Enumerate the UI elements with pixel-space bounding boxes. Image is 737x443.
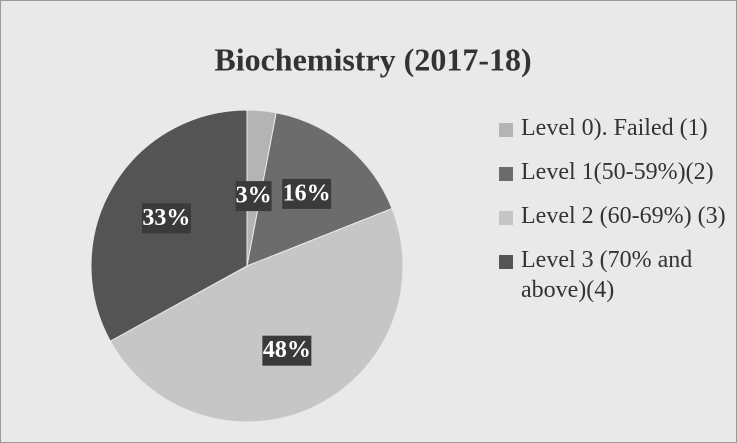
legend-swatch bbox=[499, 167, 513, 181]
legend-swatch bbox=[499, 123, 513, 137]
data-label: 33% bbox=[142, 205, 190, 231]
data-label-box bbox=[235, 181, 272, 212]
legend-label: Level 2 (60-69%) (3) bbox=[521, 203, 726, 229]
data-label: 48% bbox=[263, 337, 311, 363]
legend-swatch bbox=[499, 211, 513, 225]
legend-item: Level 0). Failed (1) bbox=[495, 113, 731, 143]
chart-title: Biochemistry (2017-18) bbox=[214, 41, 531, 77]
legend-label: Level 0). Failed (1) bbox=[521, 115, 708, 141]
legend-item: Level 3 (70% and above)(4) bbox=[495, 245, 731, 305]
data-label-box bbox=[282, 178, 332, 209]
data-label-box bbox=[141, 203, 191, 234]
pie-slice bbox=[109, 207, 404, 423]
data-label-box bbox=[262, 335, 312, 366]
legend-label: Level 1(50-59%)(2) bbox=[521, 159, 714, 185]
data-label: 16% bbox=[283, 180, 331, 206]
legend: Level 0). Failed (1) Level 1(50-59%)(2) Le… bbox=[495, 113, 731, 319]
legend-item: Level 2 (60-69%) (3) bbox=[495, 201, 731, 231]
legend-swatch bbox=[499, 255, 513, 269]
legend-label: Level 3 (70% and above)(4) bbox=[521, 247, 693, 303]
data-label: 3% bbox=[236, 183, 272, 209]
legend-item: Level 1(50-59%)(2) bbox=[495, 157, 731, 187]
